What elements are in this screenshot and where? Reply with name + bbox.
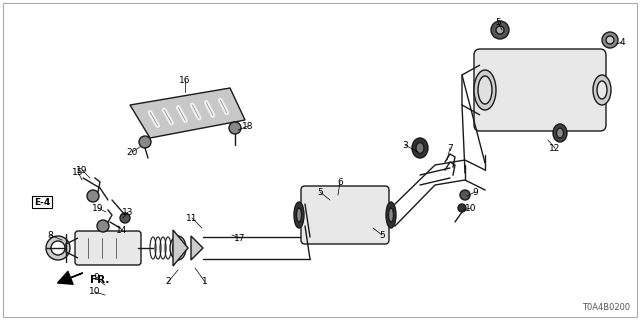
Circle shape	[460, 190, 470, 200]
Text: 12: 12	[549, 143, 561, 153]
Polygon shape	[130, 88, 245, 138]
Text: 5: 5	[379, 230, 385, 239]
Ellipse shape	[593, 75, 611, 105]
Circle shape	[496, 26, 504, 34]
Ellipse shape	[296, 208, 301, 222]
Text: 6: 6	[337, 178, 343, 187]
Ellipse shape	[553, 124, 567, 142]
Circle shape	[229, 122, 241, 134]
FancyBboxPatch shape	[75, 231, 141, 265]
Text: 2: 2	[165, 277, 171, 286]
Ellipse shape	[416, 142, 424, 154]
Text: T0A4B0200: T0A4B0200	[582, 303, 630, 312]
Ellipse shape	[474, 70, 496, 110]
Text: 7: 7	[447, 143, 453, 153]
Ellipse shape	[557, 128, 563, 138]
Circle shape	[602, 32, 618, 48]
Text: 5: 5	[317, 188, 323, 196]
Text: 16: 16	[179, 76, 191, 84]
Text: 3: 3	[402, 140, 408, 149]
Ellipse shape	[412, 138, 428, 158]
Circle shape	[491, 21, 509, 39]
Circle shape	[87, 190, 99, 202]
Text: 5: 5	[495, 18, 501, 27]
Ellipse shape	[294, 202, 304, 228]
Text: 14: 14	[116, 226, 128, 235]
Text: 20: 20	[126, 148, 138, 156]
Text: 10: 10	[465, 204, 477, 212]
Circle shape	[46, 236, 70, 260]
Circle shape	[97, 220, 109, 232]
Ellipse shape	[388, 208, 394, 222]
Text: 15: 15	[72, 167, 84, 177]
FancyBboxPatch shape	[301, 186, 389, 244]
Text: 4: 4	[619, 37, 625, 46]
Text: 10: 10	[89, 287, 100, 297]
Text: 19: 19	[92, 204, 104, 212]
Ellipse shape	[386, 202, 396, 228]
FancyBboxPatch shape	[474, 49, 606, 131]
Circle shape	[51, 241, 65, 255]
Polygon shape	[191, 236, 203, 260]
Text: 13: 13	[122, 207, 134, 217]
Ellipse shape	[170, 236, 186, 260]
Text: 11: 11	[186, 213, 198, 222]
Polygon shape	[173, 230, 188, 266]
Ellipse shape	[478, 76, 492, 104]
Text: 17: 17	[234, 234, 246, 243]
Ellipse shape	[597, 81, 607, 99]
Text: E-4: E-4	[34, 197, 50, 206]
Circle shape	[139, 136, 151, 148]
Text: 9: 9	[472, 188, 478, 196]
FancyArrowPatch shape	[58, 271, 83, 284]
Circle shape	[120, 213, 130, 223]
Circle shape	[458, 204, 466, 212]
Circle shape	[606, 36, 614, 44]
Text: 9: 9	[93, 274, 99, 283]
Text: 19: 19	[76, 165, 88, 174]
Ellipse shape	[173, 240, 183, 256]
Text: FR.: FR.	[90, 275, 109, 285]
Text: 8: 8	[47, 230, 53, 239]
Text: 1: 1	[202, 277, 208, 286]
Text: 18: 18	[243, 122, 253, 131]
